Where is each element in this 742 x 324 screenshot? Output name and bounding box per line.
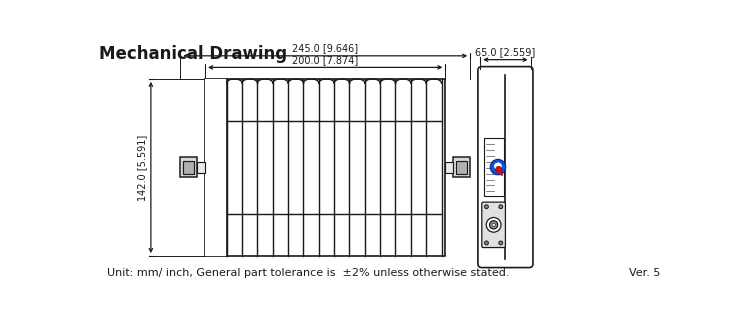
Circle shape [499, 205, 503, 209]
Bar [445, 162, 453, 173]
Circle shape [499, 241, 503, 245]
Text: 65.0 [2.559]: 65.0 [2.559] [476, 47, 536, 57]
Bar [453, 157, 470, 178]
Bar [205, 79, 227, 256]
Text: Mechanical Drawing: Mechanical Drawing [99, 45, 287, 63]
FancyBboxPatch shape [482, 202, 505, 248]
Circle shape [485, 205, 488, 209]
Bar [180, 157, 197, 178]
Text: 200.0 [7.874]: 200.0 [7.874] [292, 55, 358, 65]
Bar [205, 79, 445, 256]
Bar [197, 162, 205, 173]
Circle shape [486, 217, 501, 232]
Circle shape [492, 223, 495, 226]
Text: 142.0 [5.591]: 142.0 [5.591] [137, 134, 147, 201]
Circle shape [490, 221, 498, 229]
Text: Ver. 5: Ver. 5 [628, 268, 660, 278]
Bar [456, 160, 467, 174]
Circle shape [494, 162, 502, 170]
Bar [183, 160, 194, 174]
Circle shape [490, 159, 506, 175]
Circle shape [485, 241, 488, 245]
Text: 245.0 [9.646]: 245.0 [9.646] [292, 43, 358, 53]
Text: Unit: mm/ inch, General part tolerance is  ±2% unless otherwise stated.: Unit: mm/ inch, General part tolerance i… [107, 268, 509, 278]
FancyBboxPatch shape [478, 67, 533, 268]
Bar [484, 138, 504, 196]
Circle shape [496, 166, 502, 172]
